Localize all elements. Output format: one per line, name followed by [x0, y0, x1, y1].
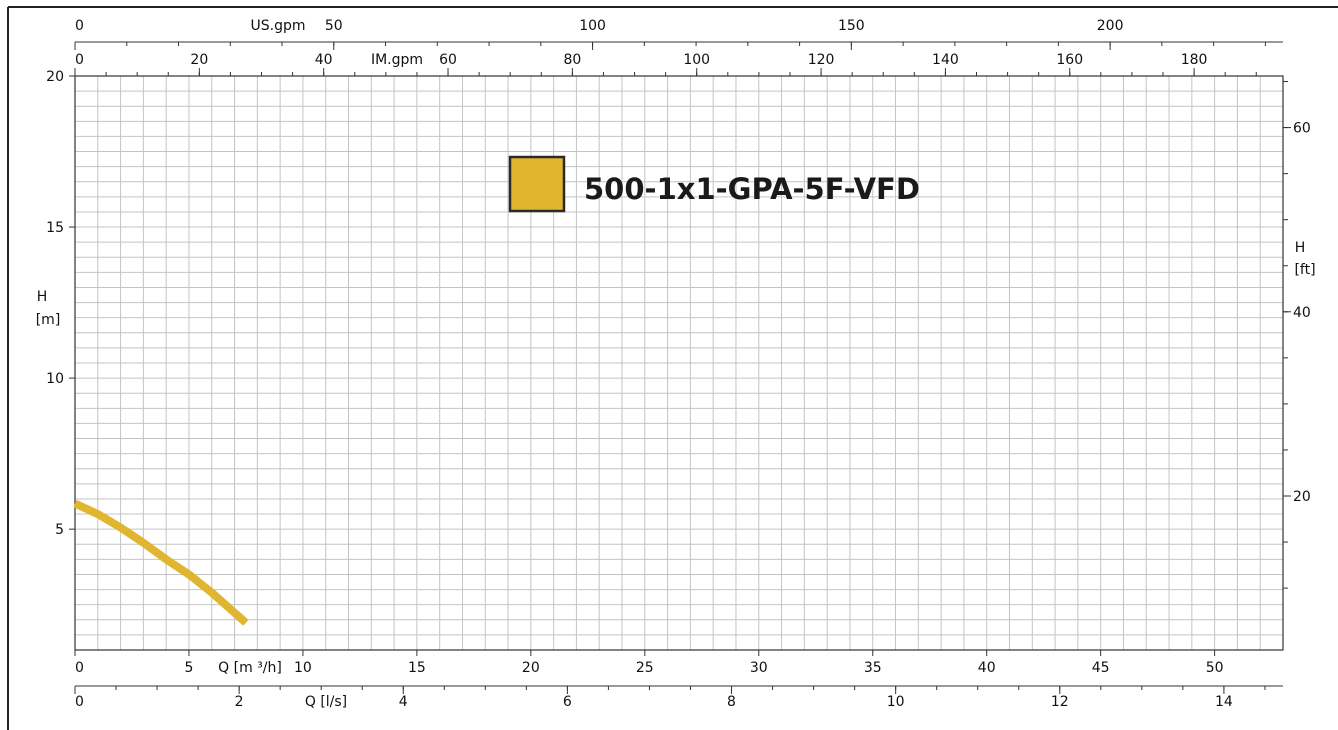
tick-label-usgpm: 150: [838, 18, 865, 34]
tick-label-usgpm: 100: [579, 18, 606, 34]
tick-label-usgpm: 0: [75, 18, 84, 34]
tick-label-m3h: 0: [75, 660, 84, 676]
tick-label-m3h: 25: [636, 660, 654, 676]
tick-label-h-m: 20: [46, 69, 64, 85]
tick-label-h-m: 5: [55, 522, 64, 538]
tick-label-imgpm: 120: [808, 52, 835, 68]
tick-label-ls: 10: [887, 694, 905, 710]
tick-label-h-m: 10: [46, 371, 64, 387]
tick-label-m3h: 50: [1206, 660, 1224, 676]
legend: 500-1x1-GPA-5F-VFD: [508, 155, 920, 213]
axis-label-usgpm: US.gpm: [251, 18, 306, 34]
axes: 0 5 10 15 20 25 30 35 40 45 50Q [m ³/h]0 2 4 6 8 10 12 14…: [7, 6, 1338, 730]
tick-label-usgpm: 50: [325, 18, 343, 34]
axis-unit-h-m: [m]: [36, 312, 61, 328]
tick-label-h-ft: 40: [1293, 305, 1311, 321]
axis-label-imgpm: IM.gpm: [371, 52, 423, 68]
tick-label-usgpm: 200: [1097, 18, 1124, 34]
tick-label-ls: 14: [1215, 694, 1233, 710]
tick-label-imgpm: 20: [190, 52, 208, 68]
axis-label-m3h: Q [m ³/h]: [218, 660, 282, 676]
tick-label-ls: 6: [563, 694, 572, 710]
tick-label-m3h: 20: [522, 660, 540, 676]
legend-swatch: [508, 155, 566, 213]
tick-label-ls: 8: [727, 694, 736, 710]
axis-label-h-m: H: [37, 289, 48, 305]
tick-label-h-ft: 20: [1293, 489, 1311, 505]
tick-label-m3h: 35: [864, 660, 882, 676]
tick-label-imgpm: 180: [1181, 52, 1208, 68]
tick-label-ls: 0: [75, 694, 84, 710]
series-layer: [73, 499, 249, 626]
tick-label-m3h: 30: [750, 660, 768, 676]
tick-label-ls: 12: [1051, 694, 1069, 710]
axis-unit-h-ft: [ft]: [1294, 262, 1315, 278]
tick-label-m3h: 5: [185, 660, 194, 676]
tick-label-m3h: 40: [978, 660, 996, 676]
tick-label-imgpm: 140: [932, 52, 959, 68]
tick-label-imgpm: 40: [315, 52, 333, 68]
series-line: [73, 499, 249, 626]
tick-label-imgpm: 80: [563, 52, 581, 68]
tick-label-m3h: 10: [294, 660, 312, 676]
tick-label-ls: 2: [235, 694, 244, 710]
legend-label: 500-1x1-GPA-5F-VFD: [584, 172, 920, 206]
tick-label-imgpm: 100: [683, 52, 710, 68]
tick-label-imgpm: 160: [1056, 52, 1083, 68]
tick-label-h-m: 15: [46, 220, 64, 236]
tick-label-imgpm: 0: [75, 52, 84, 68]
tick-label-imgpm: 60: [439, 52, 457, 68]
plot-frame: [74, 75, 1284, 651]
axis-label-h-ft: H: [1295, 240, 1306, 256]
tick-label-h-ft: 60: [1293, 121, 1311, 137]
tick-label-m3h: 15: [408, 660, 426, 676]
tick-label-m3h: 45: [1092, 660, 1110, 676]
tick-label-ls: 4: [399, 694, 408, 710]
axis-label-ls: Q [l/s]: [305, 694, 347, 710]
grid: [74, 75, 1284, 651]
